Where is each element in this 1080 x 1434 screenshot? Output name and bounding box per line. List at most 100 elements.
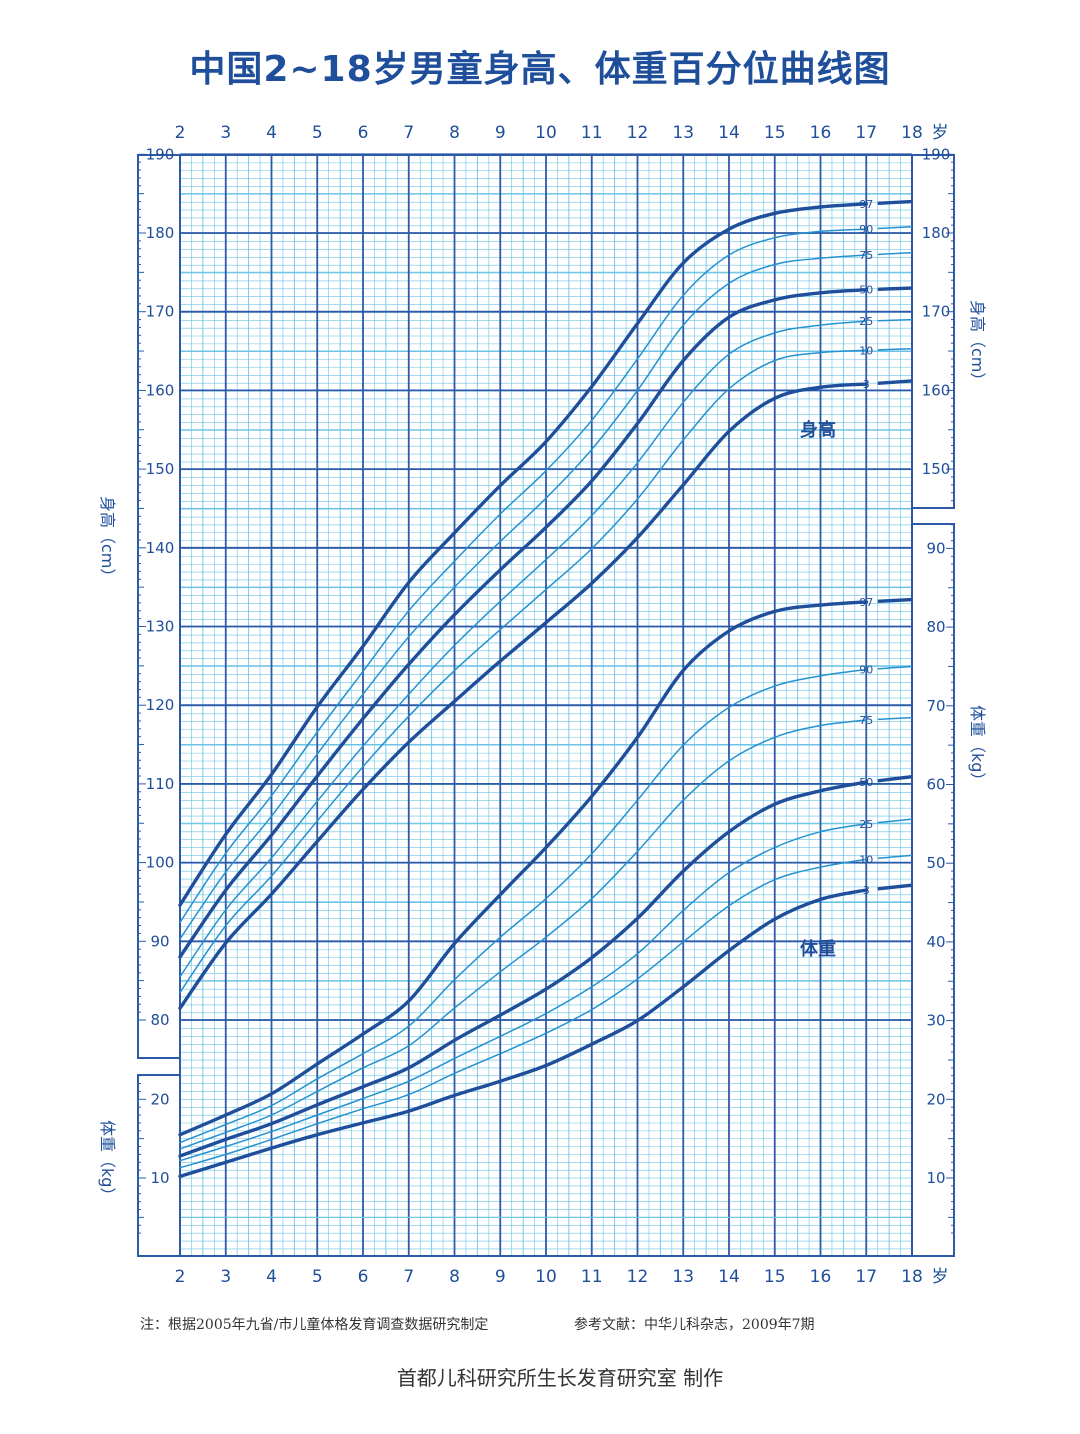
height-tick-label-left: 180 [146,224,175,242]
weight-curve-p50 [178,780,868,1158]
weight-percentile-label-75: 75 [859,714,873,727]
height-tick-label-left: 120 [146,696,175,714]
height-curve-end-p97 [877,199,913,205]
weight-curve-p25 [179,823,868,1162]
age-tick-label-top: 15 [764,123,786,143]
age-tick-label-top: 2 [175,123,186,143]
height-percentile-label-75: 75 [859,249,873,262]
age-tick-label-top: 14 [718,123,740,143]
tick-labels: 2 2 3 3 4 4 5 5 6 6 7 7 8 8 9 9 10 10 11 11 12 12 13 13 14 14 15 15… [146,123,951,1287]
weight-tick-label-right: 70 [926,697,945,715]
weight-area-label: 体重 [800,938,836,960]
percentile-curves [178,199,913,1179]
footer-note: 注：根据2005年九省/市儿童体格发育调查数据研究制定 [140,1317,489,1333]
weight-percentile-label-10: 10 [859,853,873,866]
weight-curve-end-p25 [877,818,913,824]
height-tick-label-left: 190 [146,145,175,163]
height-curve-end-p10 [877,347,913,351]
height-tick-label-left: 100 [146,854,175,872]
age-tick-label-bottom: 13 [672,1267,694,1287]
age-tick-label-bottom: 5 [312,1267,323,1287]
age-tick-label-top: 17 [855,123,877,143]
weight-percentile-label-97: 97 [859,596,873,609]
grid-major-lines [179,153,913,1256]
axis-titles: 身高 体重 身高（cm） 体重（kg） 身高（cm） 体重（kg） [98,300,987,1203]
age-tick-label-bottom: 16 [810,1267,832,1287]
weight-tick-label-right: 90 [926,539,945,557]
weight-curve-p3 [178,888,868,1179]
age-tick-label-top: 10 [535,123,557,143]
height-percentile-label-97: 97 [859,198,873,211]
growth-chart: 2 2 3 3 4 4 5 5 6 6 7 7 8 8 9 9 10 10 11 11 12 12 13 13 14 14 15 15… [98,123,987,1287]
height-tick-label-left: 150 [146,460,175,478]
height-percentile-label-10: 10 [859,344,873,357]
age-tick-label-bottom: 12 [627,1267,649,1287]
weight-tick-label-left: 10 [150,1169,169,1187]
height-curve-p97 [178,202,868,907]
weight-percentile-label-90: 90 [859,664,873,677]
age-unit-label-bottom: 岁 [932,1267,949,1287]
age-tick-label-bottom: 3 [220,1267,231,1287]
footer-reference: 参考文献：中华儿科杂志，2009年7期 [574,1317,815,1333]
age-tick-label-bottom: 18 [901,1267,923,1287]
weight-curve-end-p97 [877,597,913,604]
age-tick-label-bottom: 7 [403,1267,414,1287]
weight-curve-p75 [179,719,868,1150]
right-height-axis-title: 身高（cm） [968,300,987,388]
age-tick-label-top: 5 [312,123,323,143]
weight-curve-end-p90 [877,665,913,670]
weight-curve-end-p75 [877,716,913,721]
weight-tick-label-left: 20 [150,1090,169,1108]
height-tick-label-left: 80 [150,1011,169,1029]
weight-curve-p97 [178,600,868,1137]
weight-tick-label-right: 60 [926,776,945,794]
height-tick-label-right: 150 [922,460,951,478]
height-tick-label-right: 190 [922,145,951,163]
weight-tick-label-right: 10 [926,1169,945,1187]
age-tick-label-bottom: 8 [449,1267,460,1287]
left-weight-strip [137,1074,180,1257]
age-tick-label-top: 4 [266,123,277,143]
height-tick-label-left: 130 [146,618,175,636]
height-tick-label-left: 110 [146,775,175,793]
height-tick-label-right: 170 [922,303,951,321]
footer-credit: 首都儿科研究所生长发育研究室 制作 [396,1366,724,1390]
height-curve-end-p3 [877,379,913,386]
height-tick-label-right: 180 [922,224,951,242]
age-tick-label-top: 13 [672,123,694,143]
height-curve-end-p90 [877,225,913,230]
weight-percentile-label-3: 3 [863,884,870,897]
height-tick-label-left: 170 [146,303,175,321]
age-tick-label-top: 6 [358,123,369,143]
weight-curve-p90 [179,668,868,1144]
height-curve-p75 [179,254,868,940]
left-weight-axis-title: 体重（kg） [98,1120,117,1203]
height-curve-end-p50 [877,286,913,291]
percentile-labels: 97 90 75 50 25 10 3 97 90 75 50 25 10 3 [859,198,873,897]
weight-percentile-label-50: 50 [859,776,873,789]
age-tick-label-bottom: 9 [495,1267,506,1287]
weight-tick-label-right: 40 [926,933,945,951]
height-curve-p3 [178,382,868,1010]
height-percentile-label-3: 3 [863,378,870,391]
height-curve-p25 [179,320,868,978]
left-height-axis-title: 身高（cm） [98,496,117,584]
height-curve-p90 [179,228,868,924]
age-tick-label-bottom: 17 [855,1267,877,1287]
height-curve-p10 [179,349,868,994]
age-tick-label-bottom: 14 [718,1267,740,1287]
age-tick-label-top: 12 [627,123,649,143]
height-curve-end-p25 [877,318,913,322]
weight-tick-label-right: 50 [926,854,945,872]
age-tick-label-top: 9 [495,123,506,143]
left-height-strip [137,154,180,1059]
chart-frame [137,153,955,1257]
weight-percentile-label-25: 25 [859,818,873,831]
age-tick-label-top: 16 [810,123,832,143]
age-tick-label-bottom: 15 [764,1267,786,1287]
age-unit-label-top: 岁 [932,123,949,143]
age-tick-label-bottom: 6 [358,1267,369,1287]
right-weight-strip [912,523,955,1257]
height-tick-label-left: 140 [146,539,175,557]
weight-tick-label-right: 20 [926,1090,945,1108]
